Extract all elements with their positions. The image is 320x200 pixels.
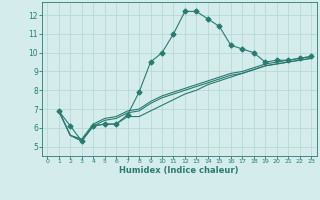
X-axis label: Humidex (Indice chaleur): Humidex (Indice chaleur) — [119, 166, 239, 175]
